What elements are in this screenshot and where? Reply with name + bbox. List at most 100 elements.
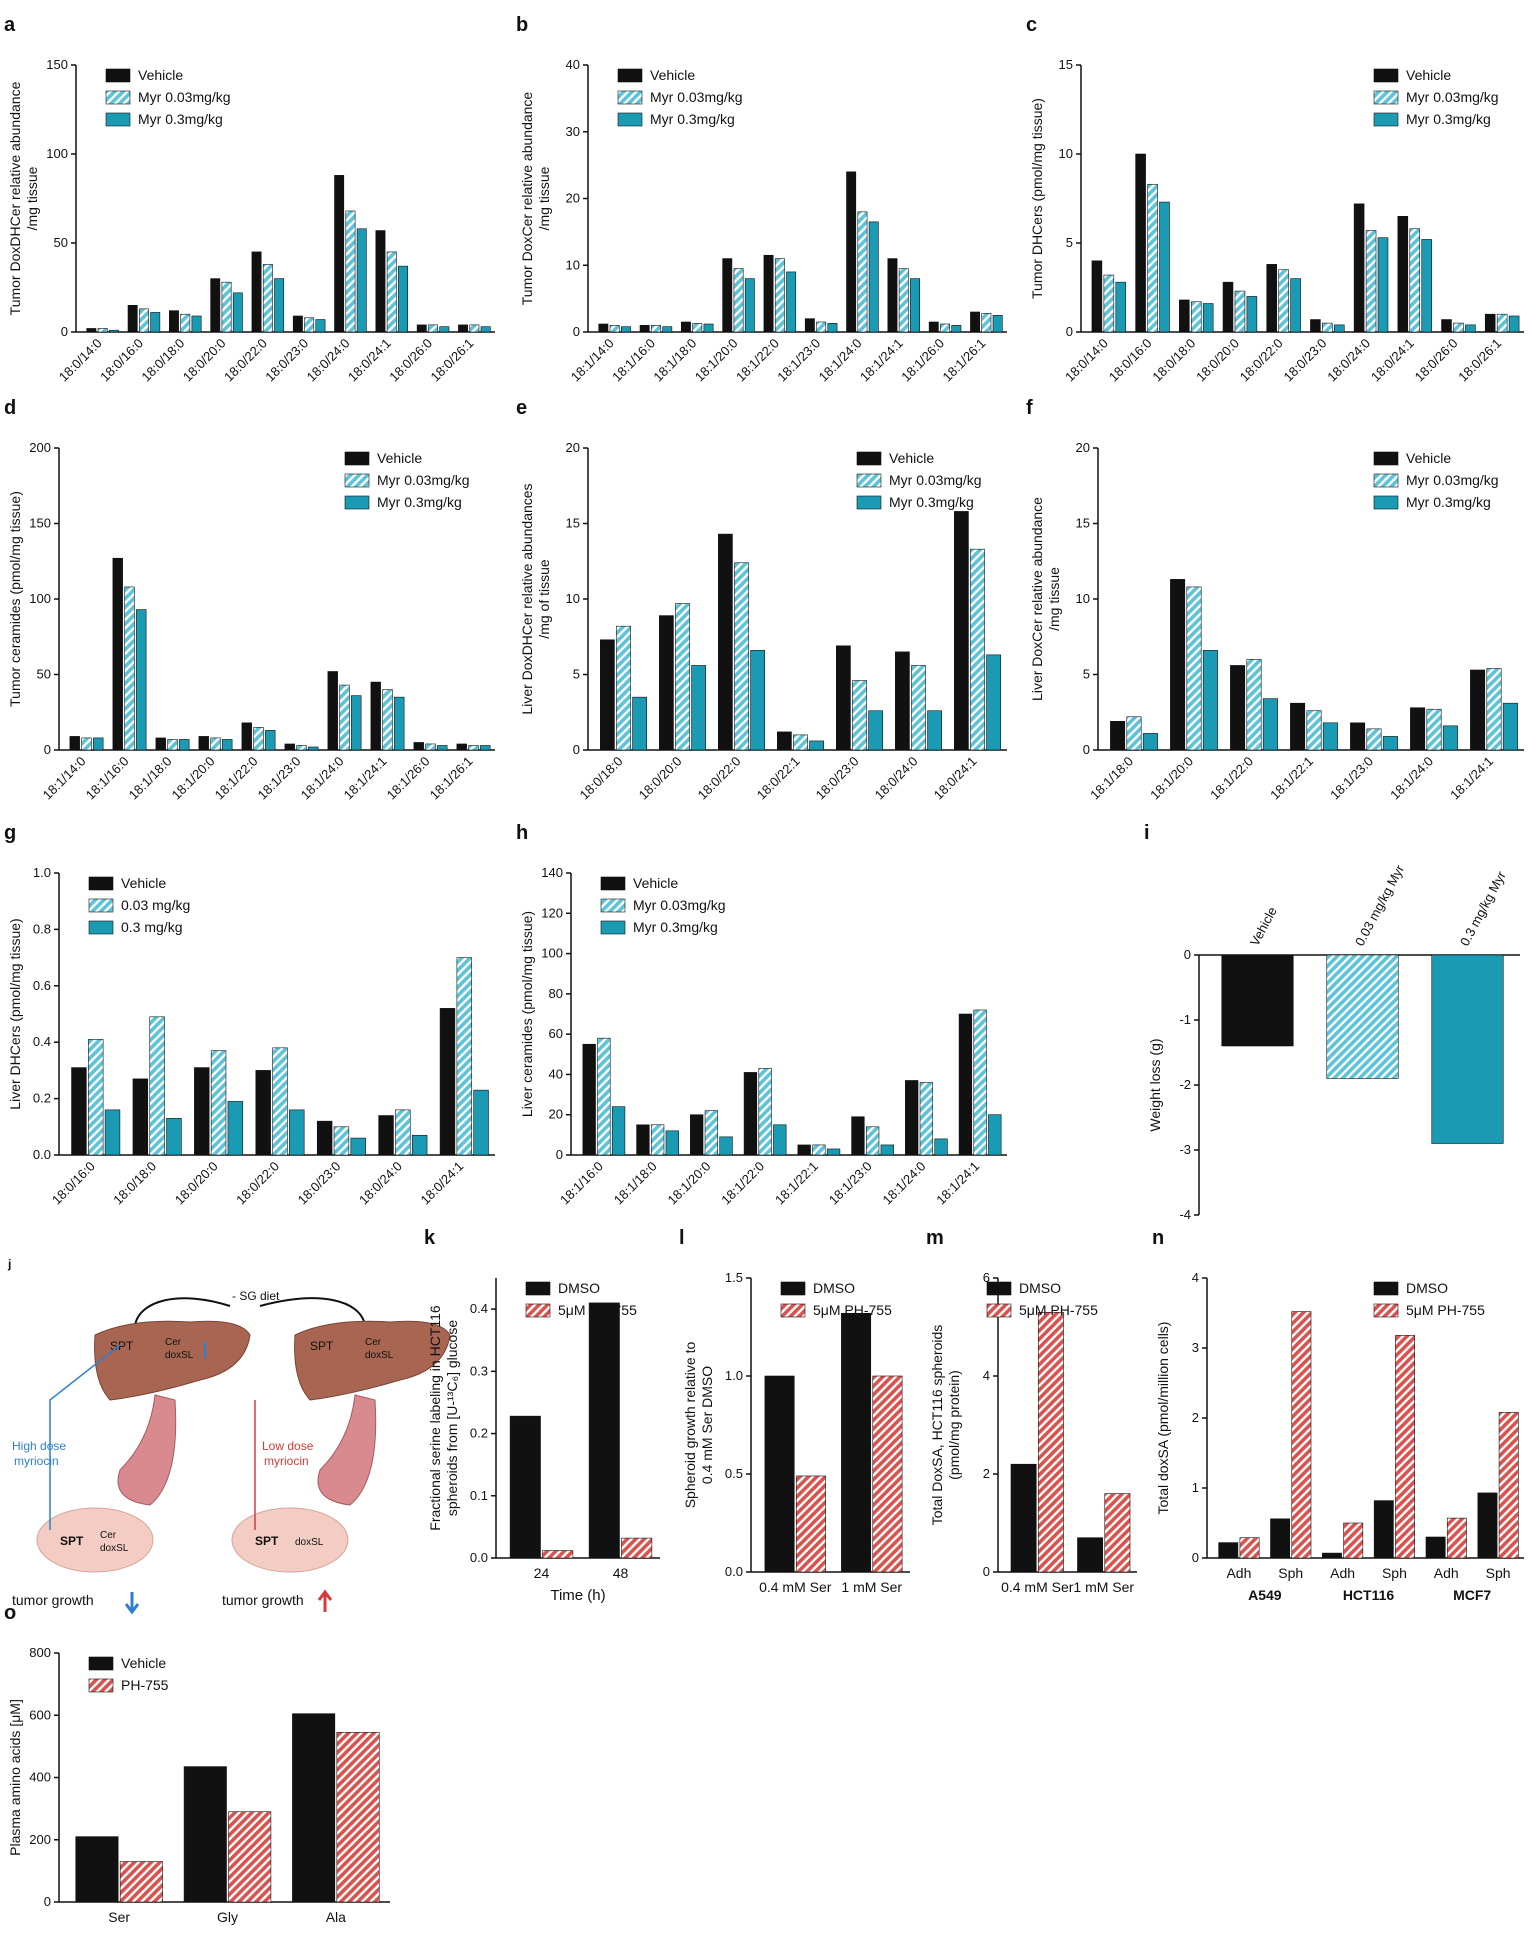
bar — [428, 324, 438, 333]
bar — [1126, 716, 1142, 751]
bar — [1115, 281, 1127, 333]
y-tick-label: 100 — [29, 591, 51, 606]
bar — [846, 171, 857, 333]
bar — [1353, 203, 1365, 333]
x-tick-label: 18:1/16:0 — [557, 1159, 606, 1208]
y-tick-label: 20 — [1076, 440, 1090, 455]
bar — [334, 175, 345, 333]
bar — [262, 264, 273, 333]
bar — [992, 315, 1003, 333]
x-tick-label: 18:0/20:0 — [180, 336, 229, 385]
bar — [940, 323, 950, 333]
bar — [675, 603, 690, 751]
bar — [1310, 319, 1321, 333]
bar — [395, 1109, 411, 1156]
y-tick-label: 50 — [54, 235, 68, 250]
legend-label: 5μM PH-755 — [813, 1302, 892, 1318]
x-tick-label: 18:0/20:0 — [1193, 336, 1242, 385]
x-tick-label: 18:1/22:0 — [1207, 754, 1256, 803]
legend-label: 5μM PH-755 — [558, 1302, 637, 1318]
y-tick-label: 100 — [541, 946, 563, 961]
y-axis-label: /mg tissue — [1046, 567, 1062, 631]
group-label: MCF7 — [1453, 1587, 1491, 1603]
x-tick-label: 18:0/24:0 — [356, 1159, 405, 1208]
bar — [1278, 269, 1289, 333]
bar — [827, 323, 838, 333]
y-tick-label: 5 — [573, 667, 580, 682]
bar — [758, 1068, 772, 1156]
bar — [232, 292, 243, 333]
bar — [265, 730, 276, 751]
bar — [691, 665, 706, 751]
bar — [1159, 201, 1170, 333]
bar — [597, 1037, 611, 1156]
y-axis-label: 0.4 mM Ser DMSO — [699, 1366, 715, 1484]
bar — [868, 221, 879, 333]
bar — [1409, 228, 1421, 333]
doxsl-label: doxSL — [295, 1537, 324, 1548]
bar — [1410, 707, 1426, 751]
bar — [296, 745, 307, 751]
legend-swatch — [1373, 1303, 1399, 1318]
spt-label: SPT — [110, 1339, 134, 1353]
up-arrow — [317, 1589, 333, 1612]
panel-label: a — [4, 14, 16, 36]
bar — [336, 1732, 380, 1903]
y-tick-label: 0 — [573, 324, 580, 339]
bar — [382, 689, 393, 751]
x-tick-label: 18:1/24:0 — [298, 754, 347, 803]
panel-label: m — [926, 1227, 944, 1249]
y-tick-label: 10 — [1076, 591, 1090, 606]
panel-label: i — [1144, 822, 1150, 844]
legend-label: 0.3 mg/kg — [121, 919, 182, 935]
bar — [951, 325, 962, 333]
bar — [1290, 278, 1301, 333]
x-tick-label: 18:1/18:0 — [650, 336, 699, 385]
bar — [1395, 1335, 1415, 1559]
legend-label: Myr 0.03mg/kg — [889, 472, 982, 488]
y-tick-label: 100 — [46, 146, 68, 161]
x-tick-label: 18:0/24:1 — [417, 1159, 466, 1208]
tumor — [231, 1507, 349, 1573]
legend-swatch — [986, 1303, 1012, 1318]
x-tick-label: Adh — [1226, 1565, 1251, 1581]
legend-label: Myr 0.03mg/kg — [633, 897, 726, 913]
panel-label: o — [4, 1602, 16, 1624]
bar — [437, 745, 448, 751]
bar — [620, 326, 631, 333]
bar — [386, 251, 397, 333]
bar — [370, 681, 381, 751]
bar — [339, 684, 350, 751]
legend-label: Myr 0.03mg/kg — [377, 472, 470, 488]
bar — [88, 1039, 104, 1156]
y-tick-label: 0 — [556, 1147, 563, 1162]
legend-swatch — [88, 876, 114, 891]
x-tick-label: 18:1/26:0 — [898, 336, 947, 385]
y-axis-label: /mg of tissue — [536, 559, 552, 639]
y-tick-label: 0 — [983, 1564, 990, 1579]
bar — [191, 315, 202, 333]
x-tick-label: 18:1/14:0 — [568, 336, 617, 385]
bar — [416, 324, 427, 333]
outcome-label: tumor growth — [12, 1592, 94, 1608]
y-tick-label: 0.8 — [33, 921, 51, 936]
x-tick-label: 18:0/16:0 — [97, 336, 146, 385]
bar — [718, 533, 733, 751]
legend-label: Myr 0.03mg/kg — [650, 89, 743, 105]
legend-swatch — [88, 898, 114, 913]
bar — [210, 1050, 227, 1156]
bar — [905, 1080, 919, 1156]
x-tick-label: 18:0/16:0 — [1106, 336, 1155, 385]
x-tick-label: 18:1/20:0 — [169, 754, 218, 803]
x-tick-label: 18:0/24:1 — [1368, 336, 1417, 385]
bar — [600, 639, 615, 751]
legend-label: PH-755 — [121, 1677, 169, 1693]
bar — [1373, 1500, 1394, 1559]
bar — [228, 1811, 272, 1903]
bar — [1446, 1517, 1467, 1559]
bar — [542, 1550, 574, 1559]
x-tick-label: 18:1/26:0 — [384, 754, 433, 803]
bar — [704, 1110, 719, 1156]
legend-swatch — [344, 473, 370, 488]
legend-swatch — [600, 876, 626, 891]
